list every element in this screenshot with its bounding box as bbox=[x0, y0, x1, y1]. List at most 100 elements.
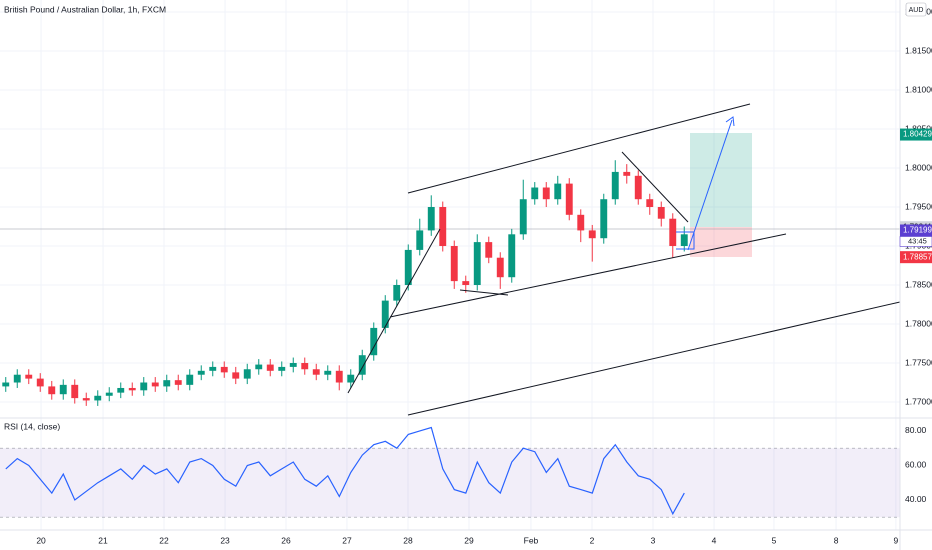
y-tick-label: 1.81000 bbox=[905, 84, 932, 94]
candle-body bbox=[554, 183, 562, 200]
candle-body bbox=[13, 374, 21, 383]
x-tick-label: 26 bbox=[281, 535, 291, 545]
rsi-tick-label: 60.00 bbox=[905, 460, 927, 470]
channel-bottom bbox=[389, 233, 787, 318]
candle-body bbox=[71, 384, 79, 399]
projection-arrow bbox=[687, 119, 733, 251]
candle-body bbox=[197, 370, 205, 375]
candle-body bbox=[542, 187, 550, 200]
x-tick-label: 29 bbox=[464, 535, 474, 545]
x-tick-label: Feb bbox=[524, 535, 539, 545]
candle-body bbox=[519, 199, 527, 235]
candle-body bbox=[335, 370, 343, 383]
candle-body bbox=[404, 249, 412, 286]
y-tick-label: 1.81500 bbox=[905, 45, 932, 55]
candle-body bbox=[427, 207, 435, 231]
candle-body bbox=[450, 246, 458, 282]
candle-body bbox=[577, 214, 585, 231]
candle-body bbox=[496, 257, 504, 278]
y-tick-label: 1.77000 bbox=[905, 396, 932, 406]
currency-badge[interactable] bbox=[905, 2, 927, 17]
candle-body bbox=[220, 366, 228, 373]
candle-body bbox=[163, 380, 171, 387]
candle-body bbox=[508, 234, 516, 278]
candle-body bbox=[266, 364, 274, 371]
candle-body bbox=[301, 363, 309, 370]
candle-body bbox=[25, 374, 33, 379]
candle-body bbox=[358, 355, 366, 375]
candle-body bbox=[324, 370, 332, 375]
candle-body bbox=[140, 382, 148, 391]
rsi-tick-label: 80.00 bbox=[905, 425, 927, 435]
candle-body bbox=[94, 395, 102, 401]
drawings bbox=[347, 103, 901, 416]
arrow-head bbox=[725, 116, 735, 127]
candle-body bbox=[611, 171, 619, 200]
candle-body bbox=[473, 242, 481, 286]
x-tick-label: 21 bbox=[98, 535, 108, 545]
candle-body bbox=[128, 387, 136, 391]
x-tick-label: 23 bbox=[220, 535, 230, 545]
price-label-box bbox=[900, 128, 932, 141]
candle-body bbox=[289, 363, 297, 367]
candle-body bbox=[82, 398, 90, 401]
candle-body bbox=[278, 366, 286, 371]
candle-body bbox=[36, 378, 44, 387]
candle-body bbox=[209, 366, 217, 371]
chart-title: British Pound / Australian Dollar, 1h, F… bbox=[4, 4, 166, 14]
price-label: 1.80429 bbox=[903, 130, 932, 139]
x-tick-label: 5 bbox=[772, 535, 777, 545]
currency: AUD bbox=[909, 7, 924, 14]
x-tick-label: 28 bbox=[403, 535, 413, 545]
y-tick-label: 1.80000 bbox=[905, 162, 932, 172]
x-tick-label: 9 bbox=[893, 535, 898, 545]
candle-body bbox=[347, 374, 355, 383]
candle-body bbox=[105, 392, 113, 396]
candle-body bbox=[416, 230, 424, 250]
candle-body bbox=[312, 369, 320, 375]
candle-body bbox=[151, 382, 159, 387]
candle-body bbox=[588, 230, 596, 239]
rsi-pane bbox=[5, 426, 685, 516]
candle-body bbox=[370, 327, 378, 356]
x-tick-label: 20 bbox=[36, 535, 46, 545]
indicator-title: RSI (14, close) bbox=[4, 421, 60, 431]
x-tick-label: 27 bbox=[342, 535, 352, 545]
y-tick-label: 1.77500 bbox=[905, 357, 932, 367]
candle-body bbox=[669, 218, 677, 247]
candle-body bbox=[2, 382, 10, 387]
price-label: 1.79199 bbox=[903, 226, 932, 235]
y-tick-label: 1.79500 bbox=[905, 201, 932, 211]
candle-body bbox=[680, 234, 688, 247]
candle-body bbox=[531, 187, 539, 200]
price-label-box bbox=[900, 224, 932, 237]
x-tick-label: 3 bbox=[651, 535, 656, 545]
range-box bbox=[676, 231, 695, 250]
candle-body bbox=[439, 207, 447, 247]
y-tick-label: 1.78000 bbox=[905, 318, 932, 328]
rsi-tick-label: 40.00 bbox=[905, 494, 927, 504]
countdown: 43:45 bbox=[908, 236, 927, 245]
uptrend-line bbox=[347, 228, 441, 394]
x-tick-label: 8 bbox=[834, 535, 839, 545]
candle-body bbox=[565, 183, 573, 215]
x-tick-label: 4 bbox=[712, 535, 717, 545]
candle-body bbox=[243, 369, 251, 379]
candle-body bbox=[462, 281, 470, 286]
candle-body bbox=[646, 199, 654, 208]
grid bbox=[0, 0, 900, 530]
candle-body bbox=[393, 285, 401, 301]
candle-body bbox=[600, 199, 608, 239]
x-tick-label: 22 bbox=[159, 535, 169, 545]
candles bbox=[2, 160, 688, 406]
candle-body bbox=[48, 386, 56, 395]
candle-body bbox=[381, 300, 389, 328]
candle-body bbox=[623, 171, 631, 176]
countdown-box bbox=[899, 236, 932, 247]
long-target-zone bbox=[690, 133, 752, 227]
price-label: 1.78857 bbox=[903, 252, 932, 261]
candle-body bbox=[232, 372, 240, 379]
swing-line bbox=[459, 289, 509, 296]
y-tick-label: 1.78500 bbox=[905, 279, 932, 289]
